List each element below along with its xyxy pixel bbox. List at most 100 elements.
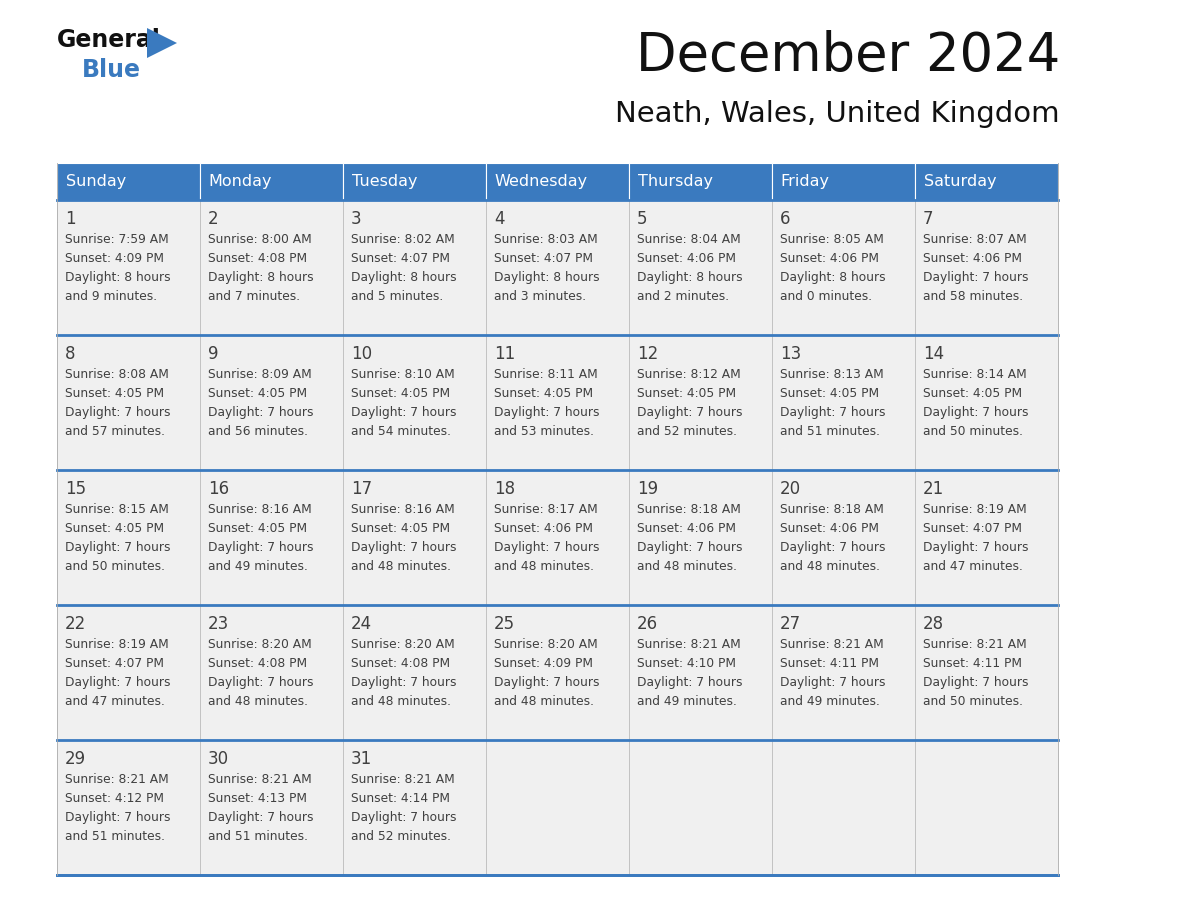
Bar bbox=[772, 470, 915, 605]
Bar bbox=[772, 740, 915, 875]
Text: and 3 minutes.: and 3 minutes. bbox=[494, 290, 586, 303]
Bar bbox=[57, 605, 200, 740]
Text: and 5 minutes.: and 5 minutes. bbox=[350, 290, 443, 303]
Text: Daylight: 7 hours: Daylight: 7 hours bbox=[781, 541, 885, 554]
Bar bbox=[772, 163, 915, 200]
Text: 17: 17 bbox=[350, 480, 372, 498]
Text: and 54 minutes.: and 54 minutes. bbox=[350, 425, 451, 438]
Text: and 9 minutes.: and 9 minutes. bbox=[65, 290, 157, 303]
Text: Daylight: 7 hours: Daylight: 7 hours bbox=[65, 541, 171, 554]
Text: Sunset: 4:13 PM: Sunset: 4:13 PM bbox=[208, 792, 307, 805]
Text: Sunrise: 8:21 AM: Sunrise: 8:21 AM bbox=[350, 773, 455, 786]
Text: Daylight: 7 hours: Daylight: 7 hours bbox=[208, 676, 314, 689]
Text: Sunset: 4:10 PM: Sunset: 4:10 PM bbox=[637, 657, 737, 670]
Text: Sunrise: 8:10 AM: Sunrise: 8:10 AM bbox=[350, 368, 455, 381]
Text: and 7 minutes.: and 7 minutes. bbox=[208, 290, 301, 303]
Text: 19: 19 bbox=[637, 480, 658, 498]
Text: and 50 minutes.: and 50 minutes. bbox=[65, 560, 165, 573]
Bar bbox=[486, 335, 628, 470]
Bar bbox=[486, 470, 628, 605]
Text: Daylight: 7 hours: Daylight: 7 hours bbox=[65, 676, 171, 689]
Text: 15: 15 bbox=[65, 480, 86, 498]
Text: Sunset: 4:06 PM: Sunset: 4:06 PM bbox=[781, 522, 879, 535]
Text: 1: 1 bbox=[65, 210, 76, 228]
Text: Sunset: 4:11 PM: Sunset: 4:11 PM bbox=[923, 657, 1022, 670]
Text: Sunset: 4:05 PM: Sunset: 4:05 PM bbox=[781, 387, 879, 400]
Bar bbox=[343, 605, 486, 740]
Text: Sunrise: 8:09 AM: Sunrise: 8:09 AM bbox=[208, 368, 311, 381]
Text: and 52 minutes.: and 52 minutes. bbox=[637, 425, 737, 438]
Text: Friday: Friday bbox=[781, 174, 829, 189]
Text: Daylight: 7 hours: Daylight: 7 hours bbox=[923, 676, 1029, 689]
Text: Sunset: 4:06 PM: Sunset: 4:06 PM bbox=[923, 252, 1022, 265]
Text: Daylight: 8 hours: Daylight: 8 hours bbox=[208, 271, 314, 284]
Text: Sunrise: 8:08 AM: Sunrise: 8:08 AM bbox=[65, 368, 169, 381]
Bar bbox=[915, 740, 1059, 875]
Text: 10: 10 bbox=[350, 345, 372, 363]
Text: Sunset: 4:07 PM: Sunset: 4:07 PM bbox=[65, 657, 164, 670]
Text: Daylight: 8 hours: Daylight: 8 hours bbox=[65, 271, 171, 284]
Text: Sunrise: 8:21 AM: Sunrise: 8:21 AM bbox=[781, 638, 884, 651]
Text: Daylight: 7 hours: Daylight: 7 hours bbox=[637, 406, 742, 419]
Text: Daylight: 7 hours: Daylight: 7 hours bbox=[637, 676, 742, 689]
Text: Sunrise: 8:03 AM: Sunrise: 8:03 AM bbox=[494, 233, 598, 246]
Text: 28: 28 bbox=[923, 615, 944, 633]
Text: Sunset: 4:05 PM: Sunset: 4:05 PM bbox=[65, 522, 164, 535]
Text: 2: 2 bbox=[208, 210, 219, 228]
Text: Sunset: 4:06 PM: Sunset: 4:06 PM bbox=[637, 522, 737, 535]
Bar bbox=[628, 163, 772, 200]
Text: Sunset: 4:06 PM: Sunset: 4:06 PM bbox=[494, 522, 593, 535]
Text: Sunrise: 8:15 AM: Sunrise: 8:15 AM bbox=[65, 503, 169, 516]
Text: 9: 9 bbox=[208, 345, 219, 363]
Text: and 48 minutes.: and 48 minutes. bbox=[781, 560, 880, 573]
Bar bbox=[915, 335, 1059, 470]
Text: and 51 minutes.: and 51 minutes. bbox=[781, 425, 880, 438]
Text: Daylight: 7 hours: Daylight: 7 hours bbox=[350, 811, 456, 824]
Text: Sunrise: 8:20 AM: Sunrise: 8:20 AM bbox=[208, 638, 311, 651]
Text: and 53 minutes.: and 53 minutes. bbox=[494, 425, 594, 438]
Text: 25: 25 bbox=[494, 615, 516, 633]
Text: Daylight: 8 hours: Daylight: 8 hours bbox=[781, 271, 885, 284]
Bar bbox=[628, 335, 772, 470]
Text: and 51 minutes.: and 51 minutes. bbox=[208, 830, 308, 843]
Text: Sunset: 4:07 PM: Sunset: 4:07 PM bbox=[350, 252, 450, 265]
Bar bbox=[915, 163, 1059, 200]
Text: and 48 minutes.: and 48 minutes. bbox=[494, 560, 594, 573]
Text: Daylight: 7 hours: Daylight: 7 hours bbox=[781, 406, 885, 419]
Text: Sunrise: 8:17 AM: Sunrise: 8:17 AM bbox=[494, 503, 598, 516]
Text: and 57 minutes.: and 57 minutes. bbox=[65, 425, 165, 438]
Text: 30: 30 bbox=[208, 750, 229, 768]
Text: 3: 3 bbox=[350, 210, 361, 228]
Text: Sunrise: 8:05 AM: Sunrise: 8:05 AM bbox=[781, 233, 884, 246]
Text: Sunrise: 8:18 AM: Sunrise: 8:18 AM bbox=[781, 503, 884, 516]
Text: Tuesday: Tuesday bbox=[352, 174, 417, 189]
Text: and 52 minutes.: and 52 minutes. bbox=[350, 830, 451, 843]
Text: Sunset: 4:05 PM: Sunset: 4:05 PM bbox=[350, 522, 450, 535]
Text: Sunrise: 8:14 AM: Sunrise: 8:14 AM bbox=[923, 368, 1026, 381]
Bar bbox=[57, 740, 200, 875]
Text: Sunrise: 8:19 AM: Sunrise: 8:19 AM bbox=[65, 638, 169, 651]
Text: Daylight: 7 hours: Daylight: 7 hours bbox=[350, 406, 456, 419]
Text: Sunset: 4:14 PM: Sunset: 4:14 PM bbox=[350, 792, 450, 805]
Text: Sunset: 4:09 PM: Sunset: 4:09 PM bbox=[494, 657, 593, 670]
Text: 22: 22 bbox=[65, 615, 87, 633]
Bar bbox=[486, 740, 628, 875]
Text: and 47 minutes.: and 47 minutes. bbox=[65, 695, 165, 708]
Text: Sunrise: 8:21 AM: Sunrise: 8:21 AM bbox=[208, 773, 311, 786]
Text: Sunrise: 8:16 AM: Sunrise: 8:16 AM bbox=[350, 503, 455, 516]
Text: Sunset: 4:05 PM: Sunset: 4:05 PM bbox=[208, 387, 308, 400]
Text: Monday: Monday bbox=[209, 174, 272, 189]
Text: Daylight: 7 hours: Daylight: 7 hours bbox=[923, 406, 1029, 419]
Text: Sunrise: 8:20 AM: Sunrise: 8:20 AM bbox=[494, 638, 598, 651]
Text: Sunset: 4:05 PM: Sunset: 4:05 PM bbox=[923, 387, 1022, 400]
Text: 24: 24 bbox=[350, 615, 372, 633]
Text: Daylight: 7 hours: Daylight: 7 hours bbox=[923, 541, 1029, 554]
Bar bbox=[772, 335, 915, 470]
Bar bbox=[57, 200, 200, 335]
Text: Daylight: 7 hours: Daylight: 7 hours bbox=[494, 406, 600, 419]
Bar bbox=[628, 470, 772, 605]
Text: 26: 26 bbox=[637, 615, 658, 633]
Text: 6: 6 bbox=[781, 210, 790, 228]
Text: and 47 minutes.: and 47 minutes. bbox=[923, 560, 1023, 573]
Text: and 50 minutes.: and 50 minutes. bbox=[923, 425, 1023, 438]
